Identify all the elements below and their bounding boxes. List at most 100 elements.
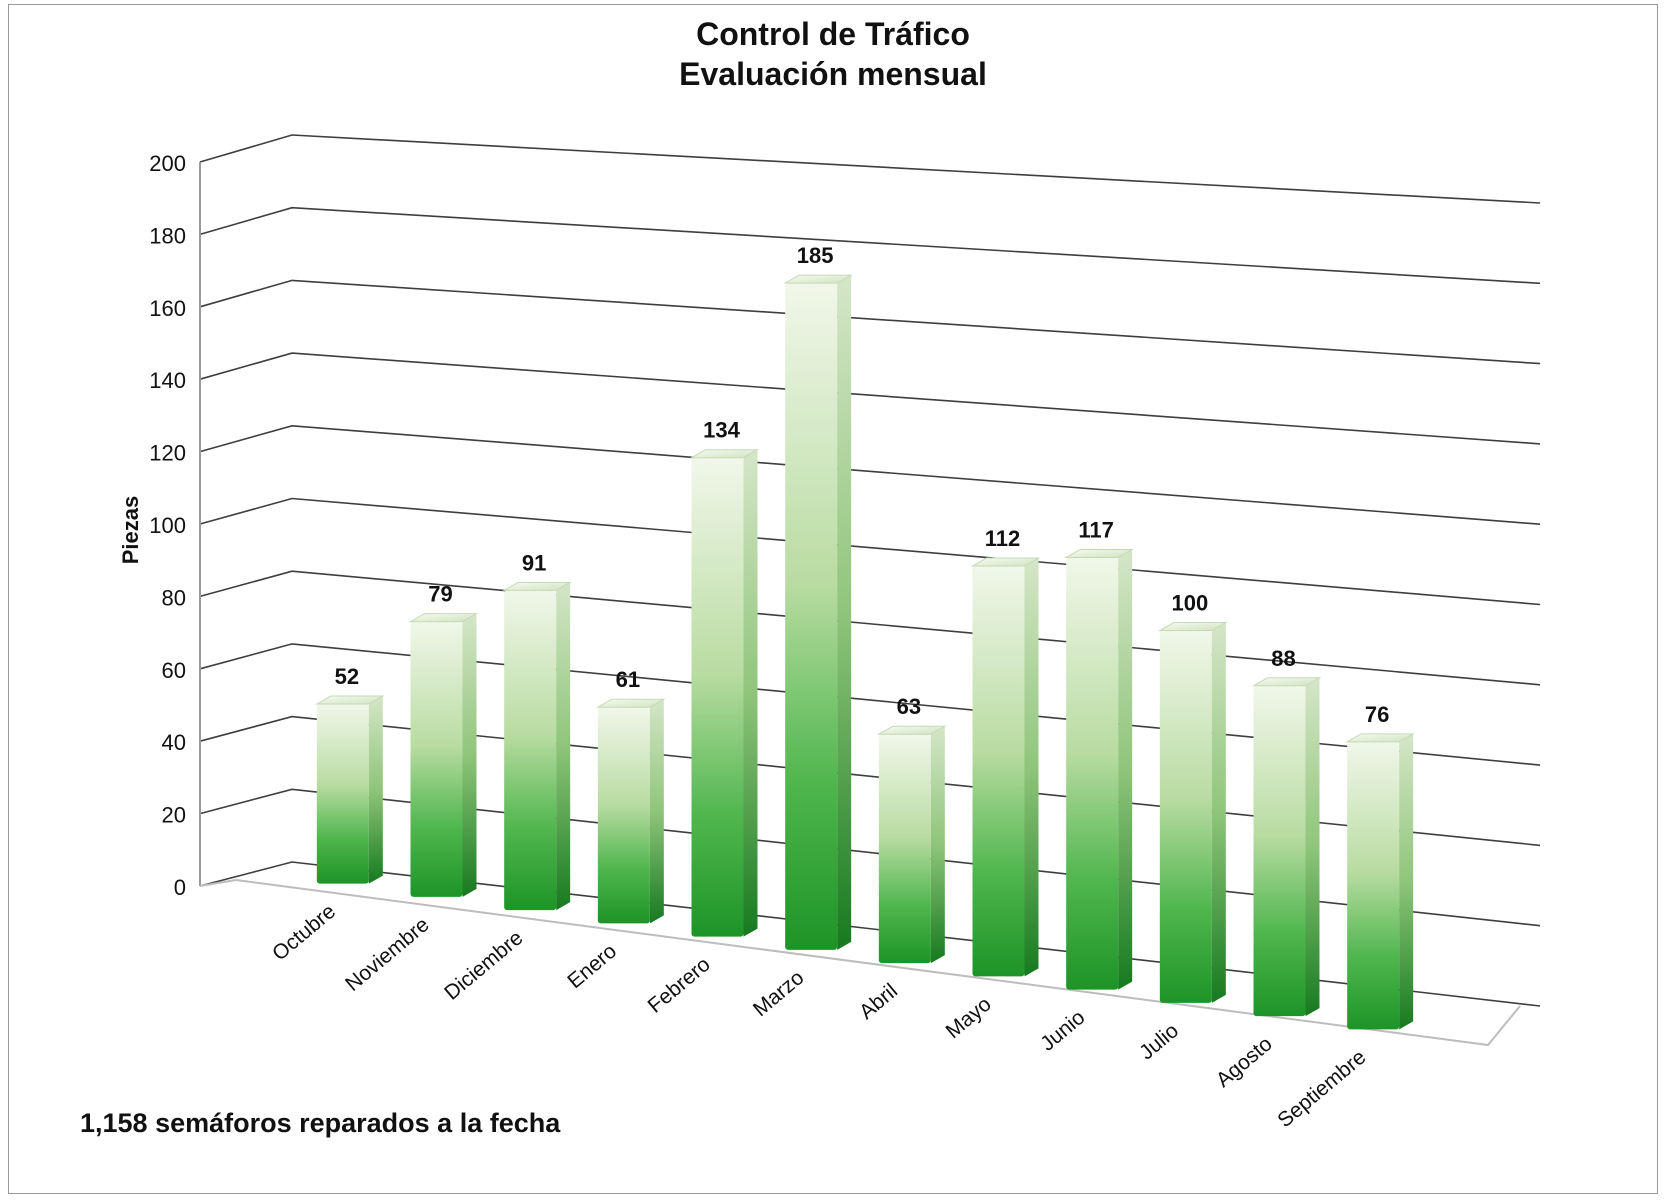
bar-front (878, 734, 931, 964)
data-label: 88 (1271, 646, 1295, 671)
bar-side (462, 613, 477, 897)
bar-top (1064, 548, 1135, 558)
x-tick-label: Abril (855, 979, 902, 1024)
bar (783, 274, 854, 950)
bar (595, 698, 666, 924)
bar-side (1211, 622, 1226, 1003)
bar-front (316, 704, 369, 884)
axes (199, 162, 1521, 1047)
bar-top (314, 695, 385, 705)
footnote: 1,158 semáforos reparados a la fecha (80, 1108, 561, 1138)
data-labels: 52 79 91 61 134 185 63 112 117 100 88 76 (335, 243, 1390, 727)
floor-edge (199, 879, 237, 887)
bar (1345, 733, 1416, 1030)
y-tick-label: 80 (162, 585, 186, 610)
data-label: 79 (428, 582, 452, 607)
bar-side (1024, 558, 1039, 977)
data-label: 134 (703, 418, 740, 443)
y-tick-label: 40 (162, 730, 186, 755)
chart-title-block: Control de Tráfico Evaluación mensual (0, 14, 1666, 94)
x-tick-label: Julio (1135, 1019, 1183, 1064)
x-tick-label: Junio (1036, 1006, 1089, 1056)
y-tick-label: 160 (149, 296, 186, 321)
y-tick-label: 140 (149, 368, 186, 393)
x-axis-line (235, 879, 1521, 1047)
x-tick-label: Febrero (644, 953, 715, 1018)
gridline (199, 570, 1541, 686)
y-tick-label: 180 (149, 223, 186, 248)
bar-front (972, 566, 1025, 977)
y-tick-label: 100 (149, 513, 186, 538)
bar-top (1251, 677, 1322, 687)
chart-title: Control de Tráfico (696, 16, 970, 52)
x-tick-label: Noviembre (341, 913, 434, 996)
data-label: 100 (1171, 591, 1208, 616)
chart-subtitle: Evaluación mensual (679, 56, 987, 92)
bar-front (691, 457, 744, 937)
bar-front (504, 590, 557, 911)
bar-front (597, 707, 650, 924)
bar-side (1118, 549, 1133, 990)
y-tick-label: 120 (149, 441, 186, 466)
data-label: 185 (797, 243, 834, 268)
gridline (199, 715, 1541, 847)
y-tick-label: 20 (162, 803, 186, 828)
gridline (199, 279, 1541, 365)
bar-side (1399, 733, 1414, 1030)
bar-top (783, 274, 854, 284)
x-tick-label: Diciembre (440, 926, 527, 1004)
y-tick-label: 60 (162, 658, 186, 683)
bar (1064, 548, 1135, 990)
bar (314, 695, 385, 884)
bar (876, 725, 947, 964)
bars (314, 274, 1416, 1030)
bar-side (649, 699, 664, 924)
bar-front (1159, 630, 1212, 1003)
bar-top (1345, 733, 1416, 743)
data-label: 61 (616, 667, 640, 692)
gridline (199, 352, 1541, 445)
x-tick-label: Marzo (749, 966, 808, 1021)
gridline (199, 643, 1541, 766)
x-tick-label: Enero (563, 940, 621, 994)
x-tick-label: Mayo (942, 993, 996, 1044)
data-label: 63 (897, 694, 921, 719)
bar-top (876, 725, 947, 735)
y-tick-label: 0 (174, 875, 186, 900)
bar-front (1066, 557, 1119, 990)
bar-side (1305, 677, 1320, 1017)
data-label: 112 (985, 526, 1021, 551)
bar (1251, 677, 1322, 1017)
gridline (199, 788, 1541, 927)
bar-side (743, 449, 758, 937)
bar-side (930, 726, 945, 964)
y-tick-label: 200 (149, 151, 186, 176)
bar-top (1157, 622, 1228, 632)
bar-front (1347, 741, 1400, 1030)
data-label: 117 (1078, 517, 1114, 542)
bar-front (785, 283, 838, 950)
bar-top (502, 581, 573, 591)
gridline (199, 424, 1541, 525)
x-tick-label: Agosto (1212, 1032, 1277, 1092)
gridlines (199, 134, 1541, 1007)
x-tick-label: Octubre (268, 900, 340, 966)
bar-side (368, 696, 383, 884)
bar-top (408, 613, 479, 623)
gridline (199, 206, 1541, 285)
y-tick-labels: 0 20 40 60 80 100 120 140 160 180 200 (149, 151, 186, 900)
data-label: 91 (522, 550, 546, 575)
bar-side (556, 582, 571, 911)
bar (1157, 622, 1228, 1003)
bar-front (410, 621, 463, 897)
data-label: 52 (335, 664, 359, 689)
bar-top (970, 557, 1041, 567)
bar (408, 613, 479, 897)
bar (970, 557, 1041, 977)
gridline (199, 497, 1541, 606)
bar-side (837, 275, 852, 950)
data-label: 76 (1365, 702, 1389, 727)
bar (502, 581, 573, 911)
bar (689, 449, 760, 937)
